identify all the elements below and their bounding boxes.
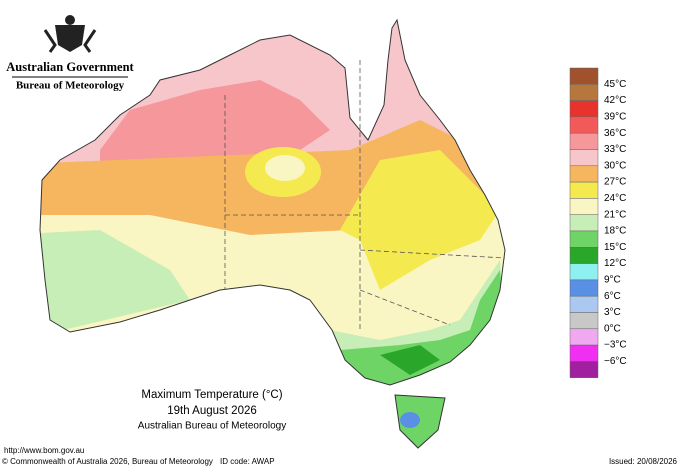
- legend-label: 45°C: [604, 79, 626, 90]
- title: Maximum Temperature (°C): [141, 389, 282, 401]
- legend-swatch: [569, 247, 599, 264]
- legend-label: −3°C: [604, 340, 627, 351]
- legend-label: 42°C: [604, 95, 626, 106]
- source: Australian Bureau of Meteorology: [138, 421, 286, 432]
- legend-label: 3°C: [604, 307, 621, 318]
- bureau: Bureau of Meteorology: [16, 80, 125, 92]
- legend-swatch: [569, 67, 599, 85]
- legend-swatch: [569, 279, 599, 297]
- legend: 45°C 42°C 39°C 36°C 33°C 30°C 27°C 24°C 21°C 18°C…: [569, 67, 627, 378]
- legend-label: 33°C: [604, 144, 626, 155]
- legend-label: 0°C: [604, 323, 621, 334]
- legend-label: 12°C: [604, 258, 626, 269]
- legend-label: 27°C: [604, 177, 626, 188]
- legend-swatch: [569, 181, 599, 199]
- legend-swatch: [569, 344, 599, 362]
- legend-label: 36°C: [604, 128, 626, 139]
- legend-swatch: [569, 312, 599, 330]
- url: http://www.bom.gov.au: [4, 446, 84, 455]
- legend-label: 18°C: [604, 226, 626, 237]
- legend-label: 21°C: [604, 209, 626, 220]
- date: 19th August 2026: [167, 405, 257, 417]
- coastline: [39, 18, 506, 449]
- legend-label: −6°C: [604, 356, 627, 367]
- legend-swatch: [569, 361, 599, 378]
- legend-swatch: [569, 149, 599, 167]
- id-code: ID code: AWAP: [220, 457, 275, 466]
- legend-label: 15°C: [604, 242, 626, 253]
- state-borders: [224, 60, 506, 330]
- legend-swatch: [569, 132, 599, 150]
- legend-label: 24°C: [604, 193, 626, 204]
- legend-label: 30°C: [604, 160, 626, 171]
- legend-swatch: [569, 100, 599, 118]
- legend-swatch: [569, 295, 599, 313]
- legend-swatch: [569, 198, 599, 215]
- agency: Australian Government: [6, 60, 134, 74]
- legend-swatch: [569, 214, 599, 232]
- legend-label: 9°C: [604, 275, 621, 286]
- legend-label: 39°C: [604, 112, 626, 123]
- coat-of-arms: [43, 15, 97, 53]
- legend-label: 6°C: [604, 291, 621, 302]
- copyright: © Commonwealth of Australia 2026, Bureau…: [2, 457, 213, 466]
- legend-swatch: [569, 263, 599, 281]
- legend-swatch: [569, 328, 599, 346]
- issued: Issued: 20/08/2026: [609, 457, 678, 466]
- legend-swatch: [569, 165, 599, 183]
- legend-swatch: [569, 116, 599, 134]
- legend-swatch: [569, 230, 599, 248]
- legend-swatch: [569, 84, 599, 101]
